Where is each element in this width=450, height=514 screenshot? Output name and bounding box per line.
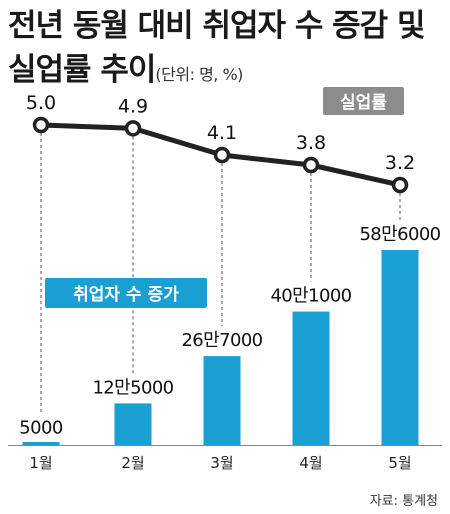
bar-value-label-4: 40만1000 bbox=[270, 286, 351, 307]
bar-5 bbox=[381, 250, 419, 445]
bar-value-label-3: 26만7000 bbox=[181, 330, 262, 351]
line-value-label-2: 4.9 bbox=[118, 95, 148, 117]
bar-4 bbox=[292, 311, 330, 445]
bar-3 bbox=[203, 356, 241, 445]
bar-value-label-2: 12만5000 bbox=[92, 377, 173, 398]
line-point-2 bbox=[124, 120, 142, 137]
bar-2 bbox=[114, 403, 152, 445]
legend-employment-badge bbox=[45, 278, 207, 308]
line-value-label-3: 4.1 bbox=[207, 122, 237, 144]
line-point-1 bbox=[32, 116, 50, 134]
line-point-3 bbox=[213, 146, 231, 164]
unit-note: (단위: 명, %) bbox=[155, 65, 243, 84]
source-note: 자료: 통계청 bbox=[369, 494, 438, 509]
line-value-label-1: 5.0 bbox=[26, 92, 56, 114]
line-point-5 bbox=[391, 176, 409, 194]
legend-employment-label: 취업자 수 증가 bbox=[73, 284, 179, 305]
x-tick-label-1: 1월 bbox=[29, 454, 52, 472]
legend-unemployment-badge bbox=[323, 87, 404, 115]
line-value-label-4: 3.8 bbox=[296, 132, 326, 154]
bar-value-label-1: 5000 bbox=[19, 417, 63, 438]
bar-1 bbox=[22, 442, 60, 445]
x-tick-label-3: 3월 bbox=[210, 454, 233, 472]
x-tick-label-5: 5월 bbox=[388, 454, 411, 472]
line-point-4 bbox=[302, 156, 320, 174]
title-line-2: 실업률 추이 bbox=[8, 52, 156, 88]
title-line-1: 전년 동월 대비 취업자 수 증감 및 bbox=[8, 8, 426, 44]
bar-value-label-5: 58만6000 bbox=[359, 224, 440, 245]
x-tick-label-4: 4월 bbox=[299, 454, 322, 472]
chart-title: 전년 동월 대비 취업자 수 증감 및 실업률 추이(단위: 명, %) bbox=[8, 4, 448, 97]
x-tick-label-2: 2월 bbox=[121, 454, 144, 472]
line-value-label-5: 3.2 bbox=[385, 152, 415, 174]
legend-unemployment-label: 실업률 bbox=[340, 93, 387, 113]
